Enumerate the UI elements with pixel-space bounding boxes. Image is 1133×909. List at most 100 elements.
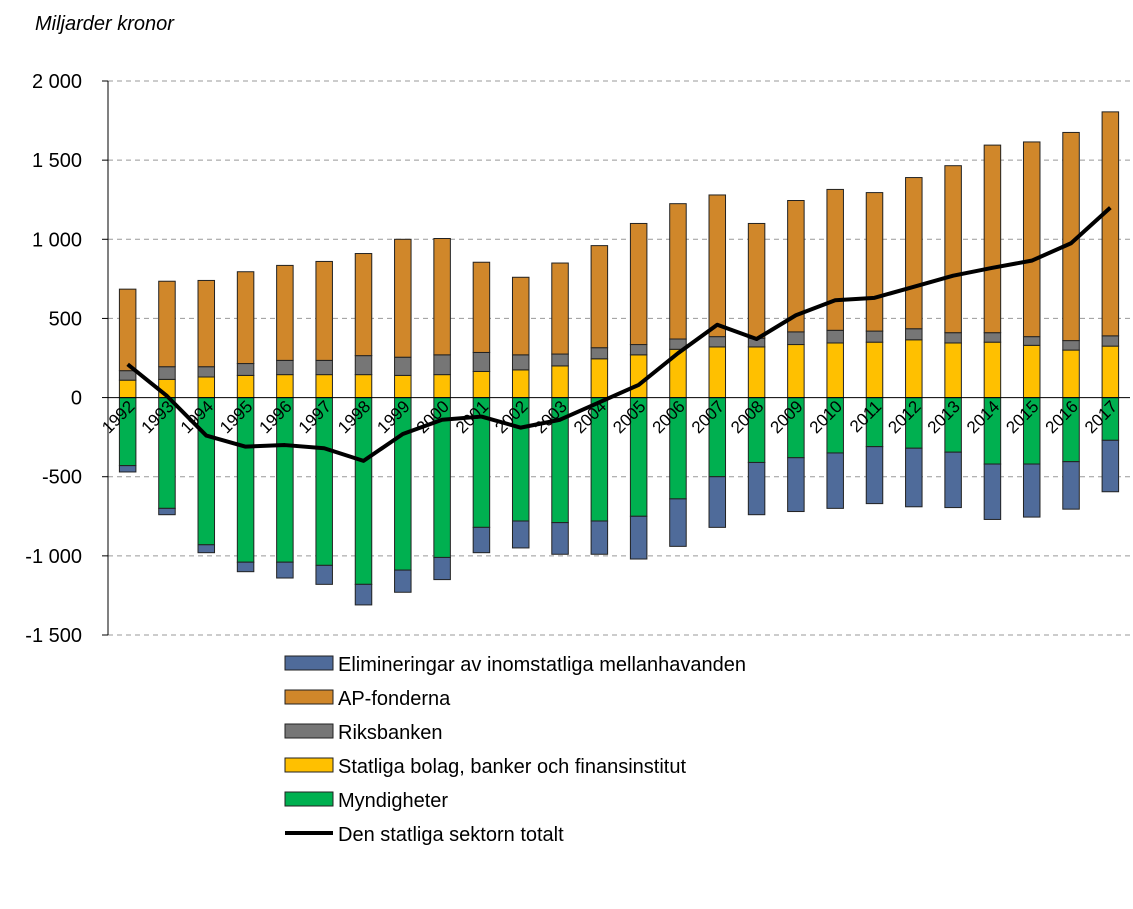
bar-segment <box>905 328 923 341</box>
bar-segment <box>276 374 294 399</box>
bar-segment <box>1062 461 1080 510</box>
bar-segment <box>1022 463 1041 518</box>
bar-segment <box>394 569 412 593</box>
bar-segment <box>1101 111 1120 337</box>
bar-segment <box>472 370 491 399</box>
total-line <box>126 206 1112 463</box>
bar-segment <box>787 344 805 399</box>
bar-segment <box>944 342 962 399</box>
bar-segment <box>826 452 844 509</box>
bar-segment <box>708 476 727 528</box>
bar-segment <box>354 253 373 357</box>
bar-segment <box>983 144 1002 334</box>
legend-swatch <box>284 723 334 739</box>
legend-label: Den statliga sektorn totalt <box>338 824 564 846</box>
bar-segment <box>433 237 451 356</box>
bar-segment <box>433 556 451 581</box>
bar-segment <box>905 447 923 508</box>
bar-segment <box>747 461 766 516</box>
bar-segment <box>905 339 923 399</box>
bar-segment <box>1062 340 1080 351</box>
bar-segment <box>511 354 530 371</box>
bar-segment <box>276 264 294 361</box>
legend-label: Statliga bolag, banker och finansinstitu… <box>338 756 686 778</box>
bar-segment <box>708 336 727 348</box>
axis-unit: Miljarder kronor <box>35 13 175 35</box>
bar-segment <box>629 344 648 356</box>
bar-segment <box>197 376 216 399</box>
legend-swatch <box>284 655 334 671</box>
bar-segment <box>629 354 648 399</box>
bar-segment <box>394 238 412 358</box>
bar-segment <box>826 188 844 331</box>
bar-segment <box>197 279 216 368</box>
y-tick-label: 1 500 <box>32 150 82 172</box>
y-tick-label: -500 <box>42 467 82 489</box>
bar-segment <box>472 261 491 353</box>
bar-segment <box>354 355 373 376</box>
bar-segment <box>983 332 1002 343</box>
bar-segment <box>1101 439 1120 493</box>
bar-segment <box>905 177 923 330</box>
bar-segment <box>472 351 491 372</box>
bar-segment <box>551 262 569 355</box>
bar-segment <box>118 465 137 473</box>
bar-segment <box>551 365 569 399</box>
bar-segment <box>276 561 294 579</box>
legend-label: AP-fonderna <box>338 688 451 710</box>
bar-segment <box>747 346 766 399</box>
legend-swatch <box>284 791 334 807</box>
bar-segment <box>354 374 373 399</box>
bar-segment <box>315 359 333 376</box>
bar-segment <box>708 194 727 338</box>
bar-segment <box>236 271 255 365</box>
bar-segment <box>590 358 609 399</box>
bar-segment <box>944 165 962 334</box>
bar-segment <box>865 192 884 332</box>
bar-segment <box>551 353 569 367</box>
bar-segment <box>197 366 216 378</box>
bar-segment <box>983 341 1002 399</box>
bar-segment <box>315 564 333 585</box>
bar-segment <box>197 544 216 554</box>
y-tick-label: 1 000 <box>32 229 82 251</box>
bar-segment <box>236 561 255 573</box>
bar-segment <box>394 374 412 399</box>
bar-segment <box>118 288 137 372</box>
bar-segment <box>826 329 844 344</box>
bar-segment <box>629 515 648 560</box>
bar-segment <box>433 354 451 376</box>
bar-segment <box>1022 141 1041 338</box>
bar-segment <box>787 457 805 513</box>
bar-segment <box>865 330 884 343</box>
y-tick-label: 500 <box>49 308 82 330</box>
legend-swatch <box>284 757 334 773</box>
bar-segment <box>472 526 491 554</box>
y-tick-label: 0 <box>71 388 82 410</box>
bar-segment <box>629 222 648 346</box>
bar-segment <box>236 363 255 376</box>
bar-segment <box>354 583 373 606</box>
bar-segment <box>394 356 412 376</box>
bar-segment <box>826 342 844 399</box>
bar-segment <box>236 374 255 399</box>
bar-segment <box>590 347 609 360</box>
bar-segment <box>158 366 176 380</box>
bar-segment <box>747 222 766 339</box>
y-tick-label: -1 000 <box>25 546 82 568</box>
bar-segment <box>590 520 609 555</box>
bar-segment <box>669 203 687 340</box>
bar-segment <box>708 346 727 399</box>
legend-label: Myndigheter <box>338 790 448 812</box>
bar-segment <box>1101 335 1120 347</box>
bar-segment <box>787 200 805 333</box>
bar-segment <box>865 341 884 399</box>
bar-segment <box>865 446 884 505</box>
bar-segment <box>669 498 687 547</box>
bar-segment <box>787 331 805 346</box>
bar-segment <box>511 276 530 356</box>
legend-label: Riksbanken <box>338 722 443 744</box>
bar-segment <box>1101 345 1120 399</box>
legend-label: Elimineringar av inomstatliga mellanhava… <box>338 654 746 676</box>
